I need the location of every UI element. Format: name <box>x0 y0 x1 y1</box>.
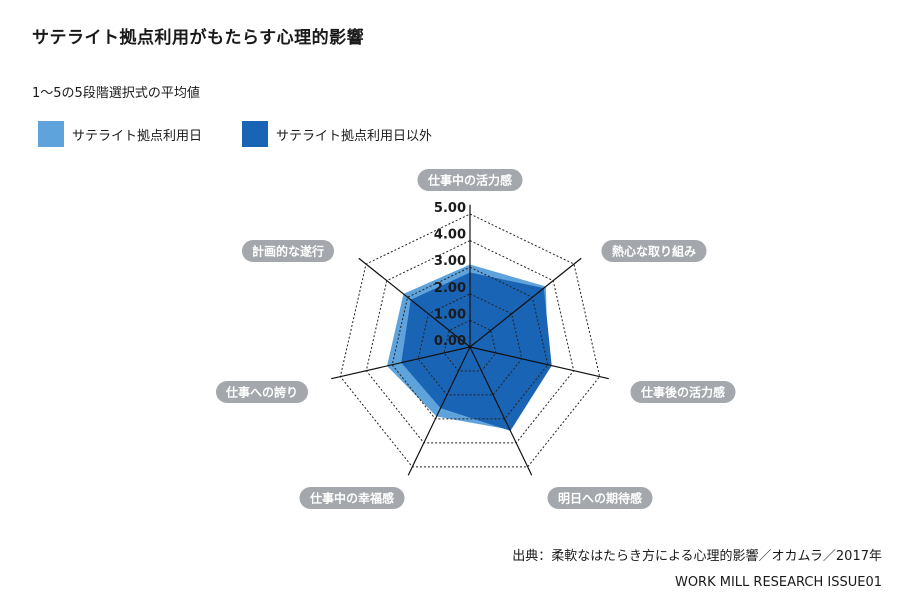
axis-label-text-5: 仕事への誇り <box>225 385 298 400</box>
axis-label-text-0: 仕事中の活力感 <box>427 173 512 188</box>
legend-item-non-satellite: サテライト拠点利用日以外 <box>242 121 432 147</box>
chart-title: サテライト拠点利用がもたらす心理的影響 <box>32 28 365 48</box>
spoke-3 <box>469 346 533 476</box>
axis-label-pill-5 <box>216 381 308 403</box>
source-note: 出典：柔軟なはたらき方による心理的影響／オカムラ／2017年 <box>512 549 882 564</box>
axis-label-pill-1 <box>601 240 707 262</box>
legend-swatch-satellite <box>38 121 64 147</box>
legend-label-non-satellite: サテライト拠点利用日以外 <box>276 128 433 144</box>
chart-subtitle: 1〜5の5段階選択式の平均値 <box>32 86 200 101</box>
spoke-2 <box>469 346 609 380</box>
axis-label-4: 仕事中の幸福感 <box>299 487 405 509</box>
axis-label-5: 仕事への誇り <box>216 381 308 403</box>
grid-ring-2 <box>417 293 523 396</box>
axis-label-pill-0 <box>417 169 523 191</box>
axis-label-pill-6 <box>242 240 334 262</box>
spoke-4 <box>407 346 471 476</box>
axis-label-2: 仕事後の活力感 <box>630 381 736 403</box>
legend-swatch-non-satellite <box>242 121 269 147</box>
tick-label-2: 2.00 <box>434 281 466 296</box>
legend-item-satellite: サテライト拠点利用日 <box>38 121 202 147</box>
tick-label-3: 3.00 <box>434 254 466 269</box>
axis-label-text-4: 仕事中の幸福感 <box>309 491 394 506</box>
axis-label-pill-4 <box>299 487 405 509</box>
grid-ring-1 <box>443 319 497 372</box>
spoke-1 <box>469 257 582 348</box>
grid-ring-5 <box>339 213 601 468</box>
spoke-6 <box>358 257 471 348</box>
axis-label-text-2: 仕事後の活力感 <box>640 385 725 400</box>
axis-label-text-6: 計画的な遂行 <box>252 244 324 259</box>
axis-label-6: 計画的な遂行 <box>242 240 334 262</box>
axis-label-text-3: 明日への期待感 <box>558 491 642 506</box>
axis-label-pill-2 <box>630 381 736 403</box>
tick-label-0: 0.00 <box>434 334 466 349</box>
legend: サテライト拠点利用日 サテライト拠点利用日以外 <box>38 121 472 147</box>
spoke-5 <box>331 346 471 380</box>
series-area-1 <box>401 272 552 431</box>
tick-label-4: 4.00 <box>434 228 466 243</box>
tick-label-5: 5.00 <box>434 201 466 216</box>
tick-label-1: 1.00 <box>434 307 466 322</box>
axis-label-text-1: 熱心な取り組み <box>612 244 696 259</box>
credit-note: WORK MILL RESEARCH ISSUE01 <box>674 575 882 590</box>
axis-label-3: 明日への期待感 <box>547 487 653 509</box>
axis-label-0: 仕事中の活力感 <box>417 169 523 191</box>
axis-label-1: 熱心な取り組み <box>601 240 707 262</box>
grid-ring-3 <box>391 266 549 420</box>
legend-label-satellite: サテライト拠点利用日 <box>72 128 203 144</box>
axis-label-pill-3 <box>547 487 653 509</box>
